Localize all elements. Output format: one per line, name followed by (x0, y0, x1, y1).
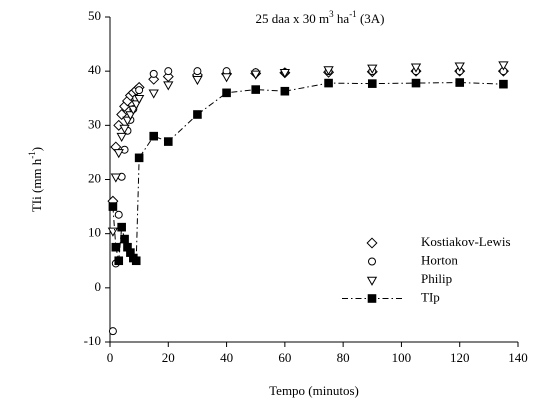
square-marker (411, 78, 421, 88)
circle-marker (193, 67, 202, 76)
triangle-marker (279, 68, 291, 79)
x-tick-label: 100 (392, 350, 412, 365)
circle-marker (149, 69, 158, 78)
square-marker (149, 131, 159, 141)
x-tick-label: 120 (450, 350, 470, 365)
y-axis-label-part: TIi (mm h (29, 158, 44, 212)
square-marker (367, 294, 377, 303)
x-tick-label: 80 (337, 350, 350, 365)
circle-marker (114, 210, 123, 219)
chart-title-part: 3 (329, 9, 334, 19)
diamond-marker (366, 237, 378, 249)
x-tick-label: 0 (107, 350, 114, 365)
triangle-marker (119, 124, 130, 134)
y-axis-label-part: -1 (27, 151, 37, 159)
series-line (112, 82, 504, 262)
triangle-marker (128, 105, 139, 115)
triangle-marker (454, 62, 465, 72)
square-marker (193, 110, 202, 119)
square-marker (163, 137, 173, 146)
x-axis-label: Tempo (minutos) (269, 383, 359, 398)
square-marker (114, 256, 124, 266)
triangle-marker (250, 70, 261, 80)
y-tick-label: 50 (88, 8, 101, 23)
triangle-marker (221, 73, 232, 83)
triangle-marker (192, 75, 203, 86)
square-marker (108, 202, 118, 211)
triangle-marker (133, 94, 145, 105)
circle-marker (368, 257, 376, 266)
triangle-marker (131, 100, 142, 110)
triangle-marker (148, 89, 159, 99)
triangle-marker (323, 66, 334, 76)
legend-label: Kostiakov-Lewis (421, 234, 511, 249)
x-tick-label: 40 (220, 350, 233, 365)
y-axis-label: TIi (mm h-1) (27, 147, 44, 212)
square-marker (131, 256, 141, 266)
square-marker (280, 86, 290, 96)
legend-label: Horton (421, 252, 458, 267)
y-tick-label: 40 (88, 62, 101, 77)
y-tick-label: 30 (88, 116, 101, 131)
y-tick-label: 0 (95, 279, 102, 294)
triangle-marker (410, 63, 422, 73)
square-marker (499, 79, 508, 89)
legend-label: TIp (421, 289, 440, 304)
chart-title-part: ha (334, 11, 350, 26)
chart-title-part: (3A) (357, 11, 385, 26)
circle-marker (135, 86, 144, 95)
y-axis-label-part: ) (29, 147, 44, 151)
x-tick-label: 20 (162, 350, 175, 365)
chart-title-part: -1 (349, 9, 357, 19)
triangle-marker (498, 61, 509, 71)
chart-title-part: 25 daa x 30 m (256, 11, 330, 26)
triangle-marker (366, 276, 378, 286)
triangle-marker (113, 149, 124, 159)
triangle-marker (122, 116, 133, 126)
square-marker (455, 78, 465, 87)
square-marker (251, 85, 261, 94)
x-tick-label: 140 (508, 350, 528, 365)
triangle-marker (110, 173, 121, 183)
x-tick-label: 60 (278, 350, 291, 365)
square-marker (222, 88, 231, 98)
square-marker (111, 242, 121, 252)
triangle-marker (125, 111, 136, 121)
triangle-marker (116, 132, 127, 142)
square-marker (120, 234, 129, 244)
triangle-marker (163, 81, 174, 91)
y-tick-label: 20 (88, 170, 101, 185)
circle-marker (108, 327, 117, 336)
y-tick-label: 10 (88, 225, 101, 240)
legend-label: Philip (421, 271, 452, 286)
circle-marker (164, 67, 173, 76)
chart-title: 25 daa x 30 m3 ha-1 (3A) (256, 9, 385, 26)
square-marker (367, 79, 377, 88)
triangle-marker (367, 64, 378, 74)
square-marker (324, 78, 333, 88)
y-tick-label: -10 (84, 333, 101, 348)
square-marker (134, 153, 144, 163)
square-marker (117, 222, 126, 232)
